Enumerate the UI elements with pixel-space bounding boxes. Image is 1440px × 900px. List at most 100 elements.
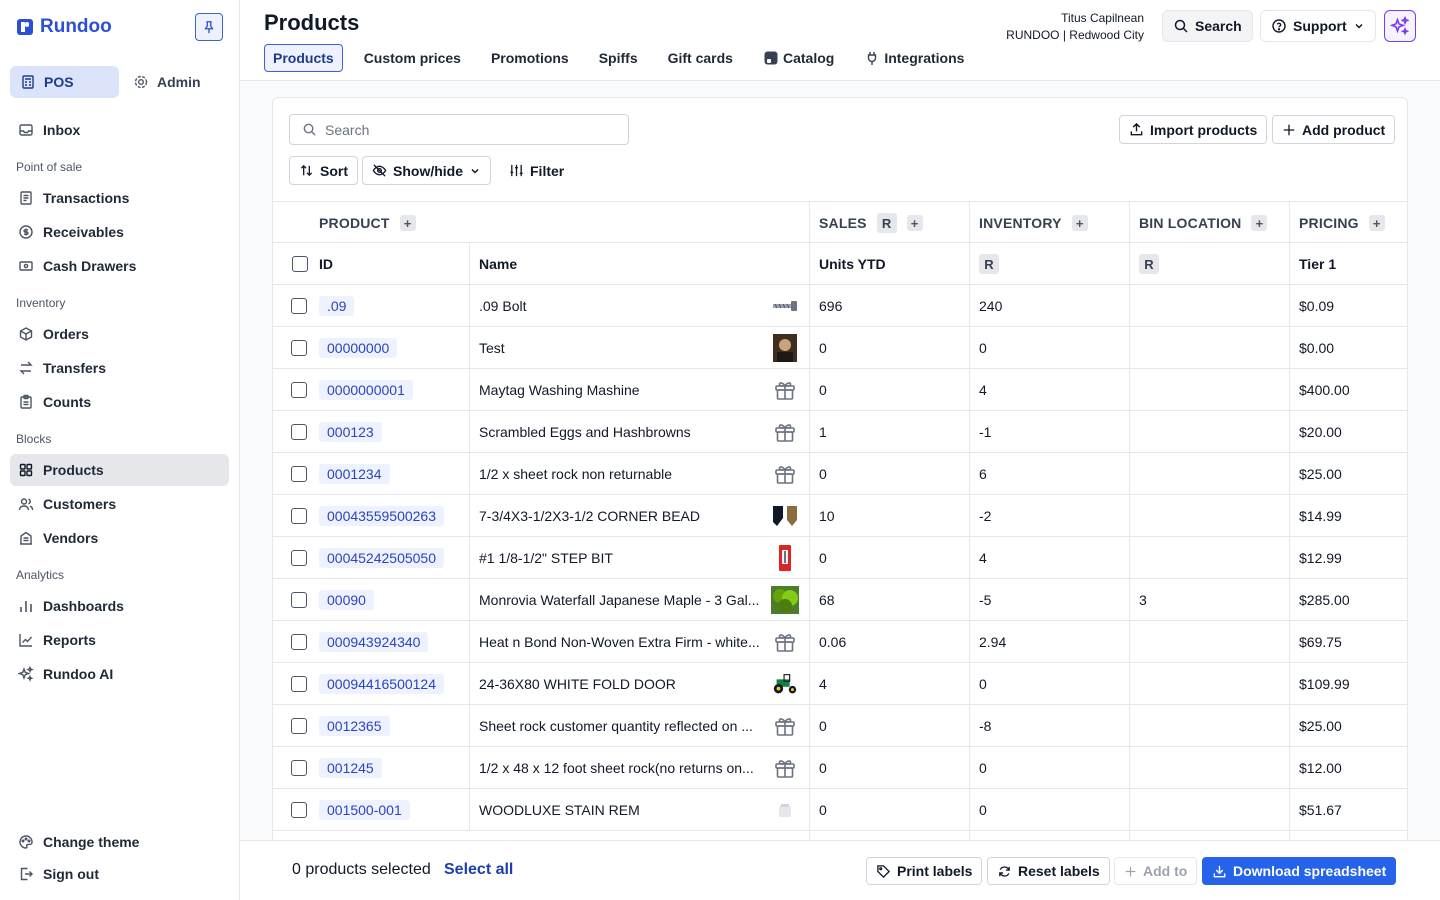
print-labels-button[interactable]: Print labels bbox=[866, 857, 983, 885]
table-row[interactable]: 0012365 Sheet rock customer quantity refl… bbox=[273, 705, 1407, 747]
row-checkbox[interactable] bbox=[291, 676, 307, 692]
table-row[interactable]: 00000000 Test 0 0 $0.00 bbox=[273, 327, 1407, 369]
download-spreadsheet-button[interactable]: Download spreadsheet bbox=[1202, 857, 1397, 885]
product-id-link[interactable]: 00000000 bbox=[319, 338, 398, 358]
sidebar-item-transfers[interactable]: Transfers bbox=[10, 352, 229, 384]
row-checkbox[interactable] bbox=[291, 760, 307, 776]
tab-custom-prices[interactable]: Custom prices bbox=[363, 50, 461, 66]
add-product-button[interactable]: Add product bbox=[1272, 115, 1396, 144]
rundoo-logo[interactable]: Rundoo bbox=[16, 16, 112, 38]
add-inventory-column-button[interactable]: + bbox=[1071, 215, 1088, 231]
table-row[interactable]: 00045242505050 #1 1/8-1/2" STEP BIT 0 4 $12.… bbox=[273, 537, 1407, 579]
column-name[interactable]: Name bbox=[479, 256, 518, 272]
row-checkbox[interactable] bbox=[291, 802, 307, 818]
tab-spiffs[interactable]: Spiffs bbox=[598, 50, 638, 66]
table-row[interactable]: 00043559500263 7-3/4X3-1/2X3-1/2 CORNER B… bbox=[273, 495, 1407, 537]
sales-r-badge[interactable]: R bbox=[876, 213, 897, 233]
row-checkbox[interactable] bbox=[291, 634, 307, 650]
table-row[interactable]: 000123 Scrambled Eggs and Hashbrowns 1 -1 $2… bbox=[273, 411, 1407, 453]
inventory-cell: 240 bbox=[979, 298, 1003, 314]
product-name: WOODLUXE STAIN REM bbox=[479, 802, 640, 818]
table-row[interactable]: 0000000001 Maytag Washing Mashine 0 4 $400.0… bbox=[273, 369, 1407, 411]
table-row[interactable]: 00094416500124 24-36X80 WHITE FOLD DOOR 4 0… bbox=[273, 663, 1407, 705]
add-to-button[interactable]: Add to bbox=[1114, 857, 1198, 885]
global-search-button[interactable]: Search bbox=[1162, 10, 1253, 42]
product-id-link[interactable]: 000943924340 bbox=[319, 632, 429, 652]
table-row[interactable]: 001500-001 WOODLUXE STAIN REM 0 0 $51.67 bbox=[273, 789, 1407, 831]
table-row[interactable]: 000943924340 Heat n Bond Non-Woven Extra … bbox=[273, 621, 1407, 663]
sidebar-item-customers[interactable]: Customers bbox=[10, 488, 229, 520]
tab-integrations[interactable]: Integrations bbox=[855, 44, 973, 72]
sign-out-button[interactable]: Sign out bbox=[10, 858, 229, 890]
column-bin[interactable]: R bbox=[1129, 243, 1159, 285]
row-checkbox[interactable] bbox=[291, 550, 307, 566]
sidebar-item-reports[interactable]: Reports bbox=[10, 624, 229, 656]
product-id-link[interactable]: 00045242505050 bbox=[319, 548, 445, 568]
row-checkbox[interactable] bbox=[291, 298, 307, 314]
product-id-link[interactable]: 00094416500124 bbox=[319, 674, 445, 694]
add-bin-column-button[interactable]: + bbox=[1251, 215, 1268, 231]
sidebar-item-rundoo-ai[interactable]: Rundoo AI bbox=[10, 658, 229, 690]
column-inventory[interactable]: R bbox=[969, 243, 999, 285]
product-search-input[interactable] bbox=[325, 121, 605, 138]
row-checkbox[interactable] bbox=[291, 382, 307, 398]
change-theme-button[interactable]: Change theme bbox=[10, 826, 229, 858]
product-id-link[interactable]: 0001234 bbox=[319, 464, 390, 484]
product-search-field[interactable] bbox=[289, 114, 629, 145]
column-id[interactable]: ID bbox=[319, 256, 333, 272]
select-all-checkbox[interactable] bbox=[292, 256, 308, 272]
row-checkbox[interactable] bbox=[291, 508, 307, 524]
inventory-cell: 2.94 bbox=[979, 634, 1007, 650]
product-id-link[interactable]: 001245 bbox=[319, 758, 382, 778]
sidebar-item-counts[interactable]: Counts bbox=[10, 386, 229, 418]
product-id-link[interactable]: .09 bbox=[319, 296, 355, 316]
product-id-link[interactable]: 0000000001 bbox=[319, 380, 413, 400]
product-id-link[interactable]: 0012365 bbox=[319, 716, 390, 736]
table-row[interactable]: .09 .09 Bolt 696 240 $0.09 bbox=[273, 285, 1407, 327]
support-button[interactable]: Support bbox=[1260, 10, 1376, 42]
reset-labels-button[interactable]: Reset labels bbox=[987, 857, 1110, 885]
sidebar-item-orders[interactable]: Orders bbox=[10, 318, 229, 350]
tab-catalog[interactable]: Catalog bbox=[754, 44, 843, 72]
product-id-link[interactable]: 000123 bbox=[319, 422, 382, 442]
chevron-down-icon bbox=[1355, 23, 1363, 29]
ai-assistant-button[interactable] bbox=[1384, 10, 1416, 42]
tab-products[interactable]: Products bbox=[264, 44, 343, 72]
pin-sidebar-button[interactable] bbox=[195, 13, 223, 41]
table-row[interactable]: 00090 Monrovia Waterfall Japanese Maple -… bbox=[273, 579, 1407, 621]
filter-button[interactable]: Filter bbox=[499, 156, 575, 185]
tab-gift-cards[interactable]: Gift cards bbox=[667, 50, 733, 66]
column-divider bbox=[469, 453, 470, 494]
mode-admin-button[interactable]: Admin bbox=[123, 66, 232, 98]
add-pricing-column-button[interactable]: + bbox=[1368, 215, 1385, 231]
user-info[interactable]: Titus Capilnean RUNDOO | Redwood City bbox=[1006, 10, 1144, 44]
product-id-link[interactable]: 00090 bbox=[319, 590, 374, 610]
sidebar-item-transactions[interactable]: Transactions bbox=[10, 182, 229, 214]
sidebar-item-products[interactable]: Products bbox=[10, 454, 229, 486]
row-checkbox[interactable] bbox=[291, 340, 307, 356]
sidebar-item-receivables[interactable]: Receivables bbox=[10, 216, 229, 248]
row-checkbox[interactable] bbox=[291, 424, 307, 440]
row-checkbox[interactable] bbox=[291, 466, 307, 482]
sort-button[interactable]: Sort bbox=[289, 156, 358, 185]
table-row[interactable]: 001245 1/2 x 48 x 12 foot sheet rock(no r… bbox=[273, 747, 1407, 789]
add-sales-column-button[interactable]: + bbox=[906, 215, 923, 231]
product-id-link[interactable]: 001500-001 bbox=[319, 800, 410, 820]
column-tier-1[interactable]: Tier 1 bbox=[1299, 256, 1337, 272]
table-row[interactable]: 0001234 1/2 x sheet rock non returnable 0 6… bbox=[273, 453, 1407, 495]
add-product-column-button[interactable]: + bbox=[399, 215, 416, 231]
show-hide-button[interactable]: Show/hide bbox=[362, 156, 491, 185]
column-units-ytd[interactable]: Units YTD bbox=[819, 256, 886, 272]
tab-promotions[interactable]: Promotions bbox=[490, 50, 569, 66]
mode-pos-button[interactable]: POS bbox=[10, 66, 119, 98]
sidebar-item-cash-drawers[interactable]: Cash Drawers bbox=[10, 250, 229, 282]
sidebar-item-vendors[interactable]: Vendors bbox=[10, 522, 229, 554]
import-products-button[interactable]: Import products bbox=[1119, 115, 1268, 144]
product-id-link[interactable]: 00043559500263 bbox=[319, 506, 445, 526]
sidebar-item-dashboards[interactable]: Dashboards bbox=[10, 590, 229, 622]
sidebar-item-inbox[interactable]: Inbox bbox=[10, 114, 229, 146]
row-checkbox[interactable] bbox=[291, 718, 307, 734]
select-all-link[interactable]: Select all bbox=[444, 861, 514, 878]
row-checkbox[interactable] bbox=[291, 592, 307, 608]
column-divider bbox=[469, 327, 470, 368]
